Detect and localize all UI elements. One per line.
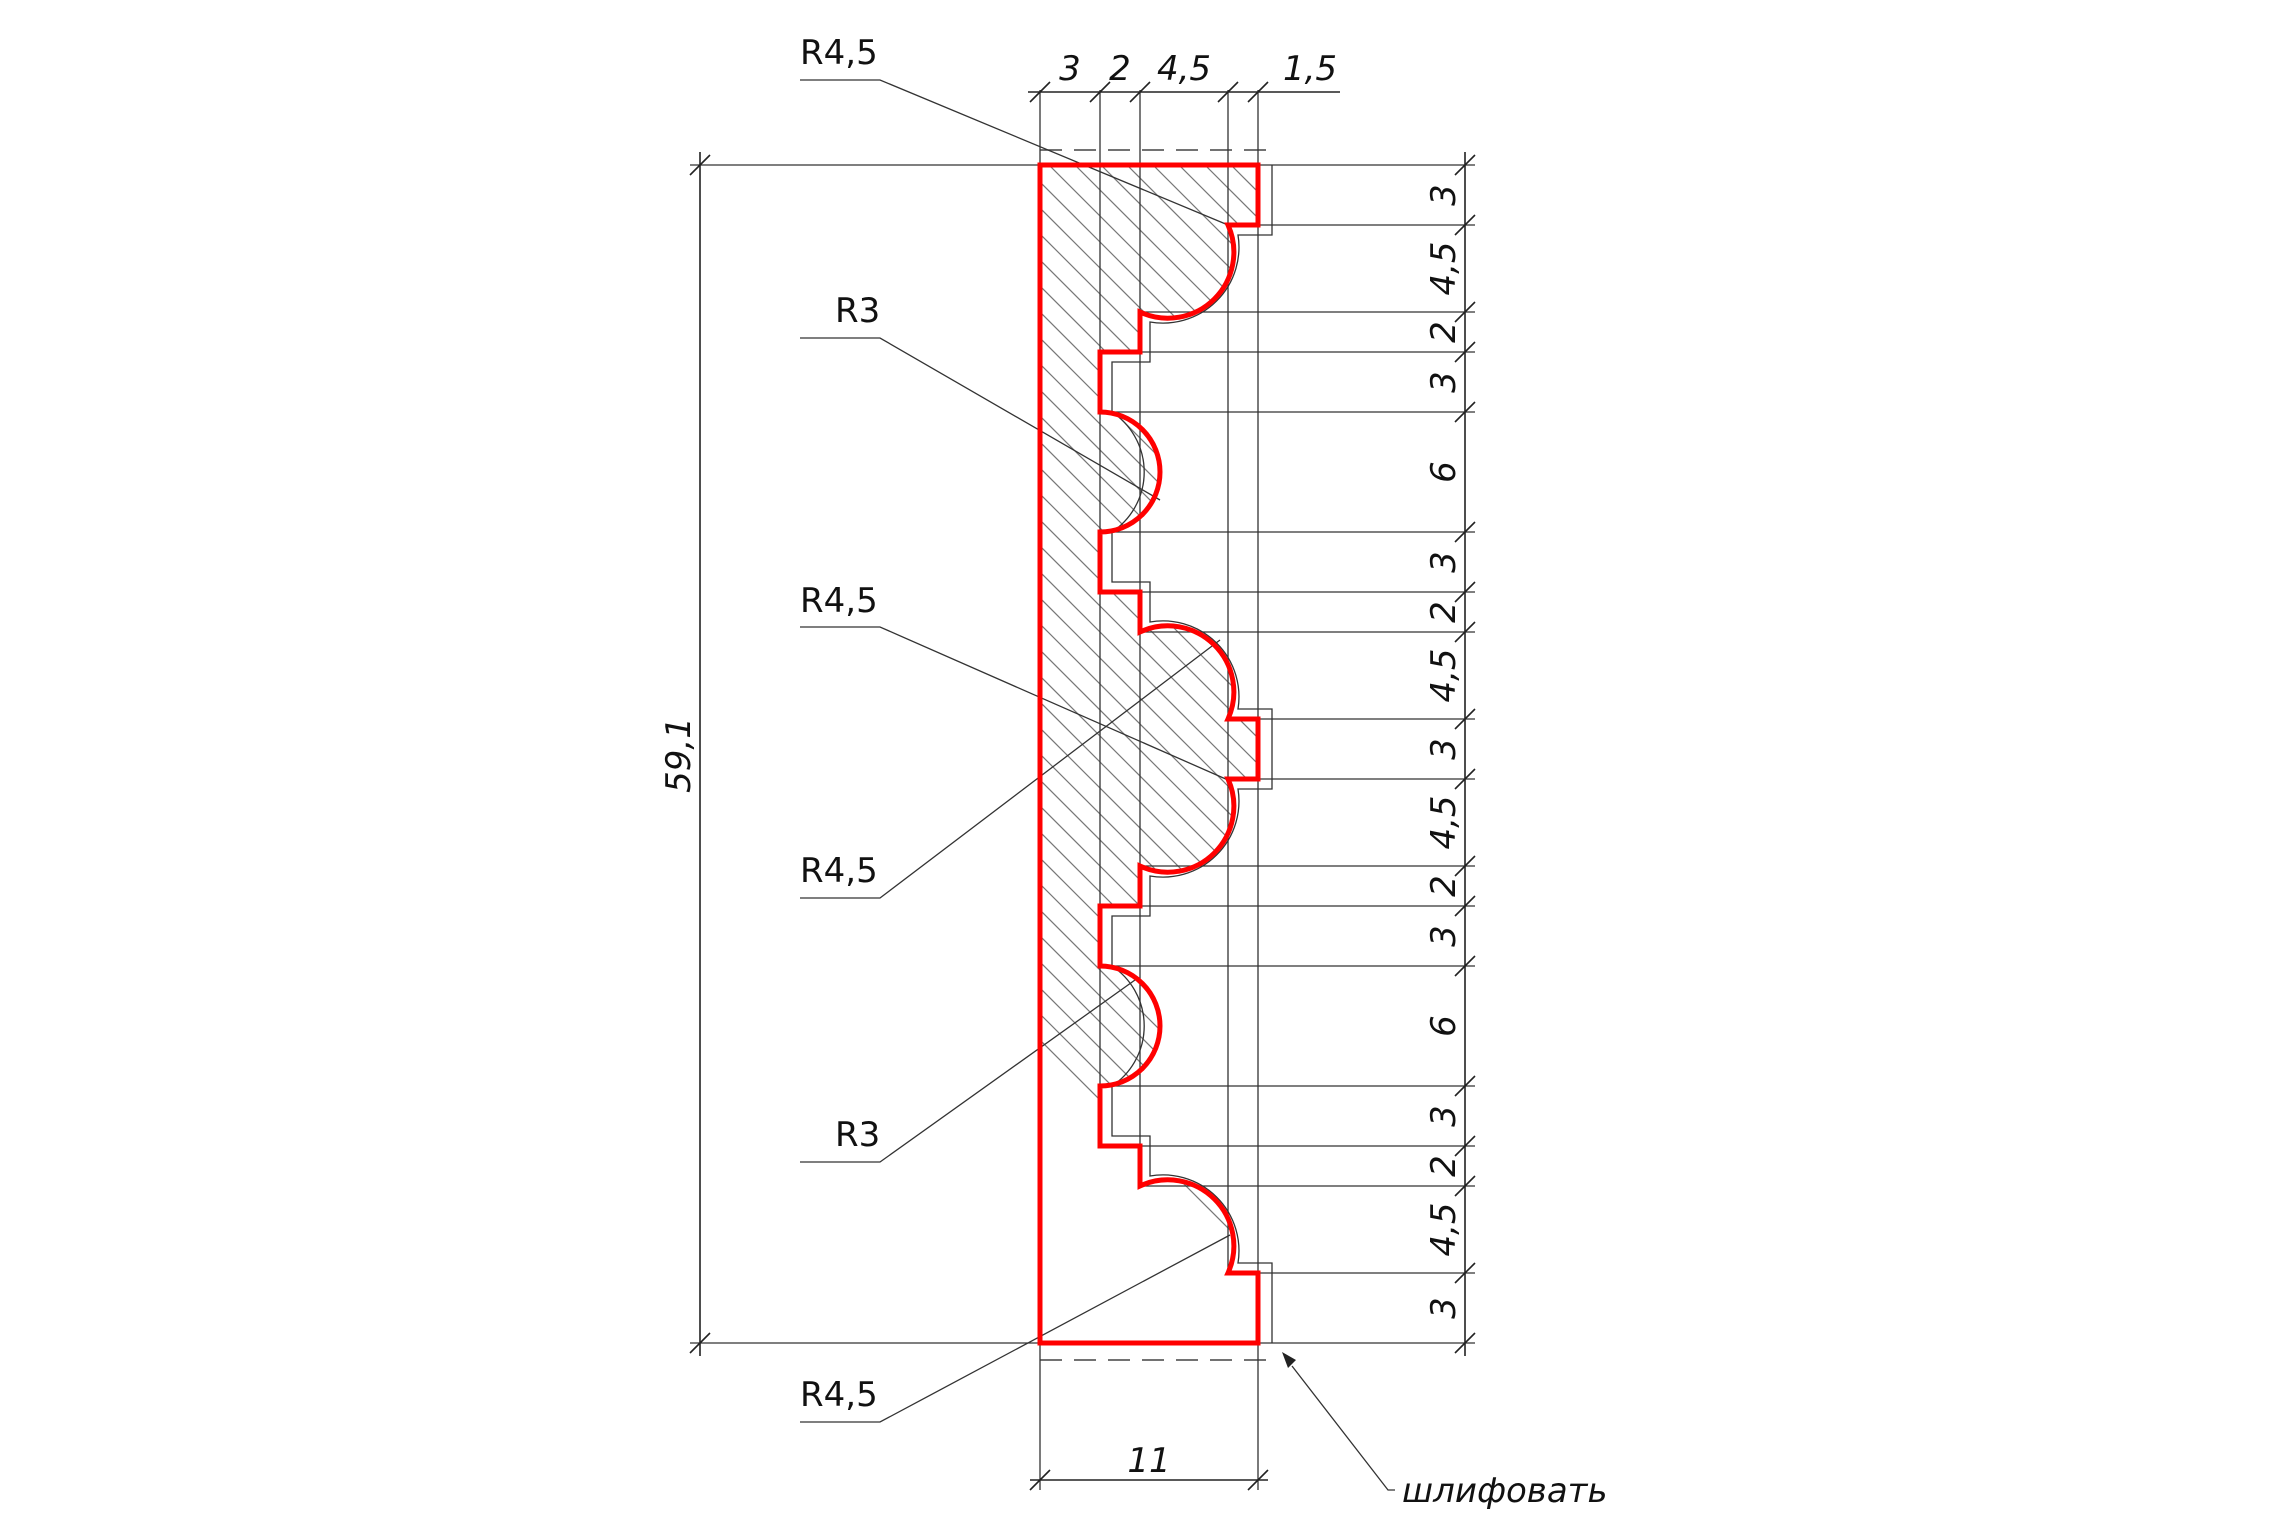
hatch-line — [1040, 165, 1258, 261]
right-dimension-label: 6 — [1424, 1015, 1464, 1037]
top-dim-4: 1,5 — [1283, 49, 1337, 89]
hatch-line — [1040, 165, 1258, 235]
radius-label-2: R3 — [835, 291, 880, 331]
dimension-tick — [1454, 154, 1476, 176]
right-dimension-label: 3 — [1424, 184, 1464, 206]
right-dimension-label: 3 — [1424, 925, 1464, 947]
horizontal-extension-lines — [690, 164, 1475, 1344]
hatch-line — [1040, 165, 1258, 287]
dimension-tick — [1454, 581, 1476, 603]
right-dimension-labels: 3 4,5 2 3 6 3 2 4,5 3 4,5 2 3 6 3 2 4,5 3 — [1424, 184, 1464, 1319]
right-dimension-label: 4,5 — [1424, 241, 1464, 295]
dimension-tick — [1454, 1332, 1476, 1354]
dimension-tick — [1454, 855, 1476, 877]
right-dimension-label: 3 — [1424, 551, 1464, 573]
dimension-tick — [1454, 1262, 1476, 1284]
hatch-line — [1040, 165, 1258, 417]
hatch-line — [1040, 165, 1258, 365]
note-sand: шлифовать — [1402, 1471, 1608, 1511]
right-dimension-label: 4,5 — [1424, 795, 1464, 849]
hatch-line — [1040, 973, 1258, 1275]
hatch-line — [1040, 531, 1258, 833]
dimension-tick — [1454, 521, 1476, 543]
right-dimension-label: 6 — [1424, 461, 1464, 483]
top-dimension-ticks — [1029, 81, 1269, 103]
hatch-line — [1040, 165, 1258, 183]
dimension-tick — [1454, 214, 1476, 236]
vertical-extension-lines — [1039, 90, 1259, 1490]
hatch-line — [1000, 0, 1300, 26]
right-dimension-label: 4,5 — [1424, 1202, 1464, 1256]
hatch-line — [1000, 0, 1300, 104]
radius-label-3: R4,5 — [800, 581, 878, 621]
hatch-line — [1000, 0, 1300, 156]
right-dimension-label: 3 — [1424, 1297, 1464, 1319]
hatch-line — [1040, 165, 1258, 313]
dimension-tick — [1454, 768, 1476, 790]
dimension-tick — [1454, 341, 1476, 363]
radius-label-6: R4,5 — [800, 1375, 878, 1415]
right-dimension-label: 3 — [1424, 371, 1464, 393]
dimension-tick — [1454, 895, 1476, 917]
top-dim-1: 3 — [1059, 49, 1081, 89]
hatch-line — [1040, 609, 1258, 911]
hatch-line — [1040, 401, 1258, 703]
radius-label-5: R3 — [835, 1115, 880, 1155]
hatch-line — [1040, 505, 1258, 807]
dimension-tick — [1454, 1135, 1476, 1157]
hatch-line — [1040, 687, 1258, 989]
hatch-line — [1040, 921, 1258, 1223]
radius-label-4: R4,5 — [800, 851, 878, 891]
right-dimension-label: 3 — [1424, 1105, 1464, 1127]
hatch-line — [1040, 323, 1258, 625]
top-dim-3: 4,5 — [1157, 49, 1211, 89]
right-dimension-label: 2 — [1424, 321, 1464, 343]
hatch-line — [1040, 219, 1258, 521]
hatch-line — [1040, 713, 1258, 1015]
hatch-line — [1040, 165, 1258, 209]
right-dimension-label: 2 — [1424, 875, 1464, 897]
note-leader — [1291, 1365, 1395, 1491]
dimension-tick — [1454, 955, 1476, 977]
overall-width-label: 11 — [1127, 1441, 1170, 1481]
right-dimension-ticks — [1454, 154, 1476, 1354]
dimension-tick — [1454, 708, 1476, 730]
hatch-line — [1040, 165, 1258, 443]
hatch-line — [1040, 375, 1258, 677]
dimension-tick — [1454, 621, 1476, 643]
dimension-tick — [1454, 1075, 1476, 1097]
radius-label-1: R4,5 — [800, 33, 878, 73]
top-dim-2: 2 — [1109, 49, 1131, 89]
hatch-line — [1000, 0, 1300, 52]
right-dimension-label: 2 — [1424, 1155, 1464, 1177]
hatch-line — [1040, 427, 1258, 729]
hatch-line — [1040, 791, 1258, 1093]
dimension-tick — [1454, 401, 1476, 423]
dimension-tick — [1454, 1175, 1476, 1197]
radius-leaders — [800, 79, 1231, 1423]
allowance-outline — [1111, 165, 1273, 1343]
hatch-line — [1000, 0, 1300, 130]
note-arrowhead — [1282, 1352, 1296, 1368]
overall-height-label: 59,1 — [659, 717, 699, 793]
right-dimension-label: 4,5 — [1424, 648, 1464, 702]
dimension-tick — [1454, 301, 1476, 323]
hatch-line — [1000, 0, 1300, 78]
right-dimension-label: 3 — [1424, 738, 1464, 760]
hatch-line — [1040, 661, 1258, 963]
section-hatching — [1000, 0, 1300, 1301]
right-dimension-label: 2 — [1424, 601, 1464, 623]
moulding-profile-outline — [1037, 162, 1261, 1346]
hatch-line — [1040, 817, 1258, 1119]
